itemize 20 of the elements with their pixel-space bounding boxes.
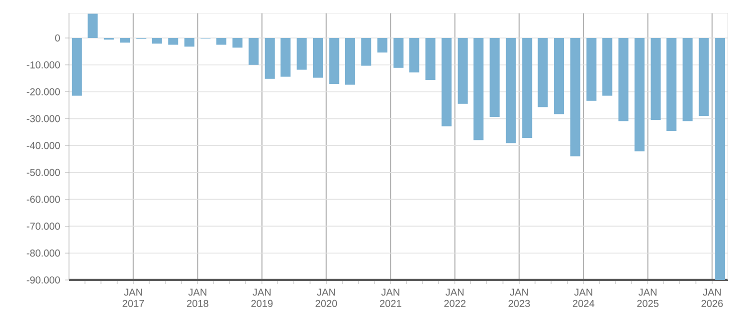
y-tick-label: -90.000 xyxy=(26,276,60,284)
y-tick-label: -20.000 xyxy=(26,88,60,96)
x-tick-label: JAN 2024 xyxy=(572,288,594,308)
y-tick-label: -40.000 xyxy=(26,142,60,150)
x-tick-label: JAN 2018 xyxy=(187,288,208,308)
x-tick-label: JAN 2019 xyxy=(251,288,273,308)
y-tick-label: -10.000 xyxy=(26,61,60,68)
y-tick-label: 0 xyxy=(55,34,60,42)
x-tick-label: JAN 2017 xyxy=(122,288,144,308)
x-tick-label: JAN 2021 xyxy=(380,288,402,308)
x-tick-label: JAN 2020 xyxy=(316,288,337,308)
y-tick-label: -30.000 xyxy=(26,115,60,122)
y-tick-label: -60.000 xyxy=(26,196,60,203)
y-tick-label: -70.000 xyxy=(26,222,60,230)
x-tick-label: JAN 2025 xyxy=(637,288,659,308)
x-tick-label: JAN 2022 xyxy=(444,288,466,308)
y-tick-label: -50.000 xyxy=(26,168,60,176)
x-tick-label: JAN 2023 xyxy=(508,288,530,308)
x-tick-label: JAN 2026 xyxy=(702,288,723,308)
y-tick-label: -80.000 xyxy=(26,250,60,257)
